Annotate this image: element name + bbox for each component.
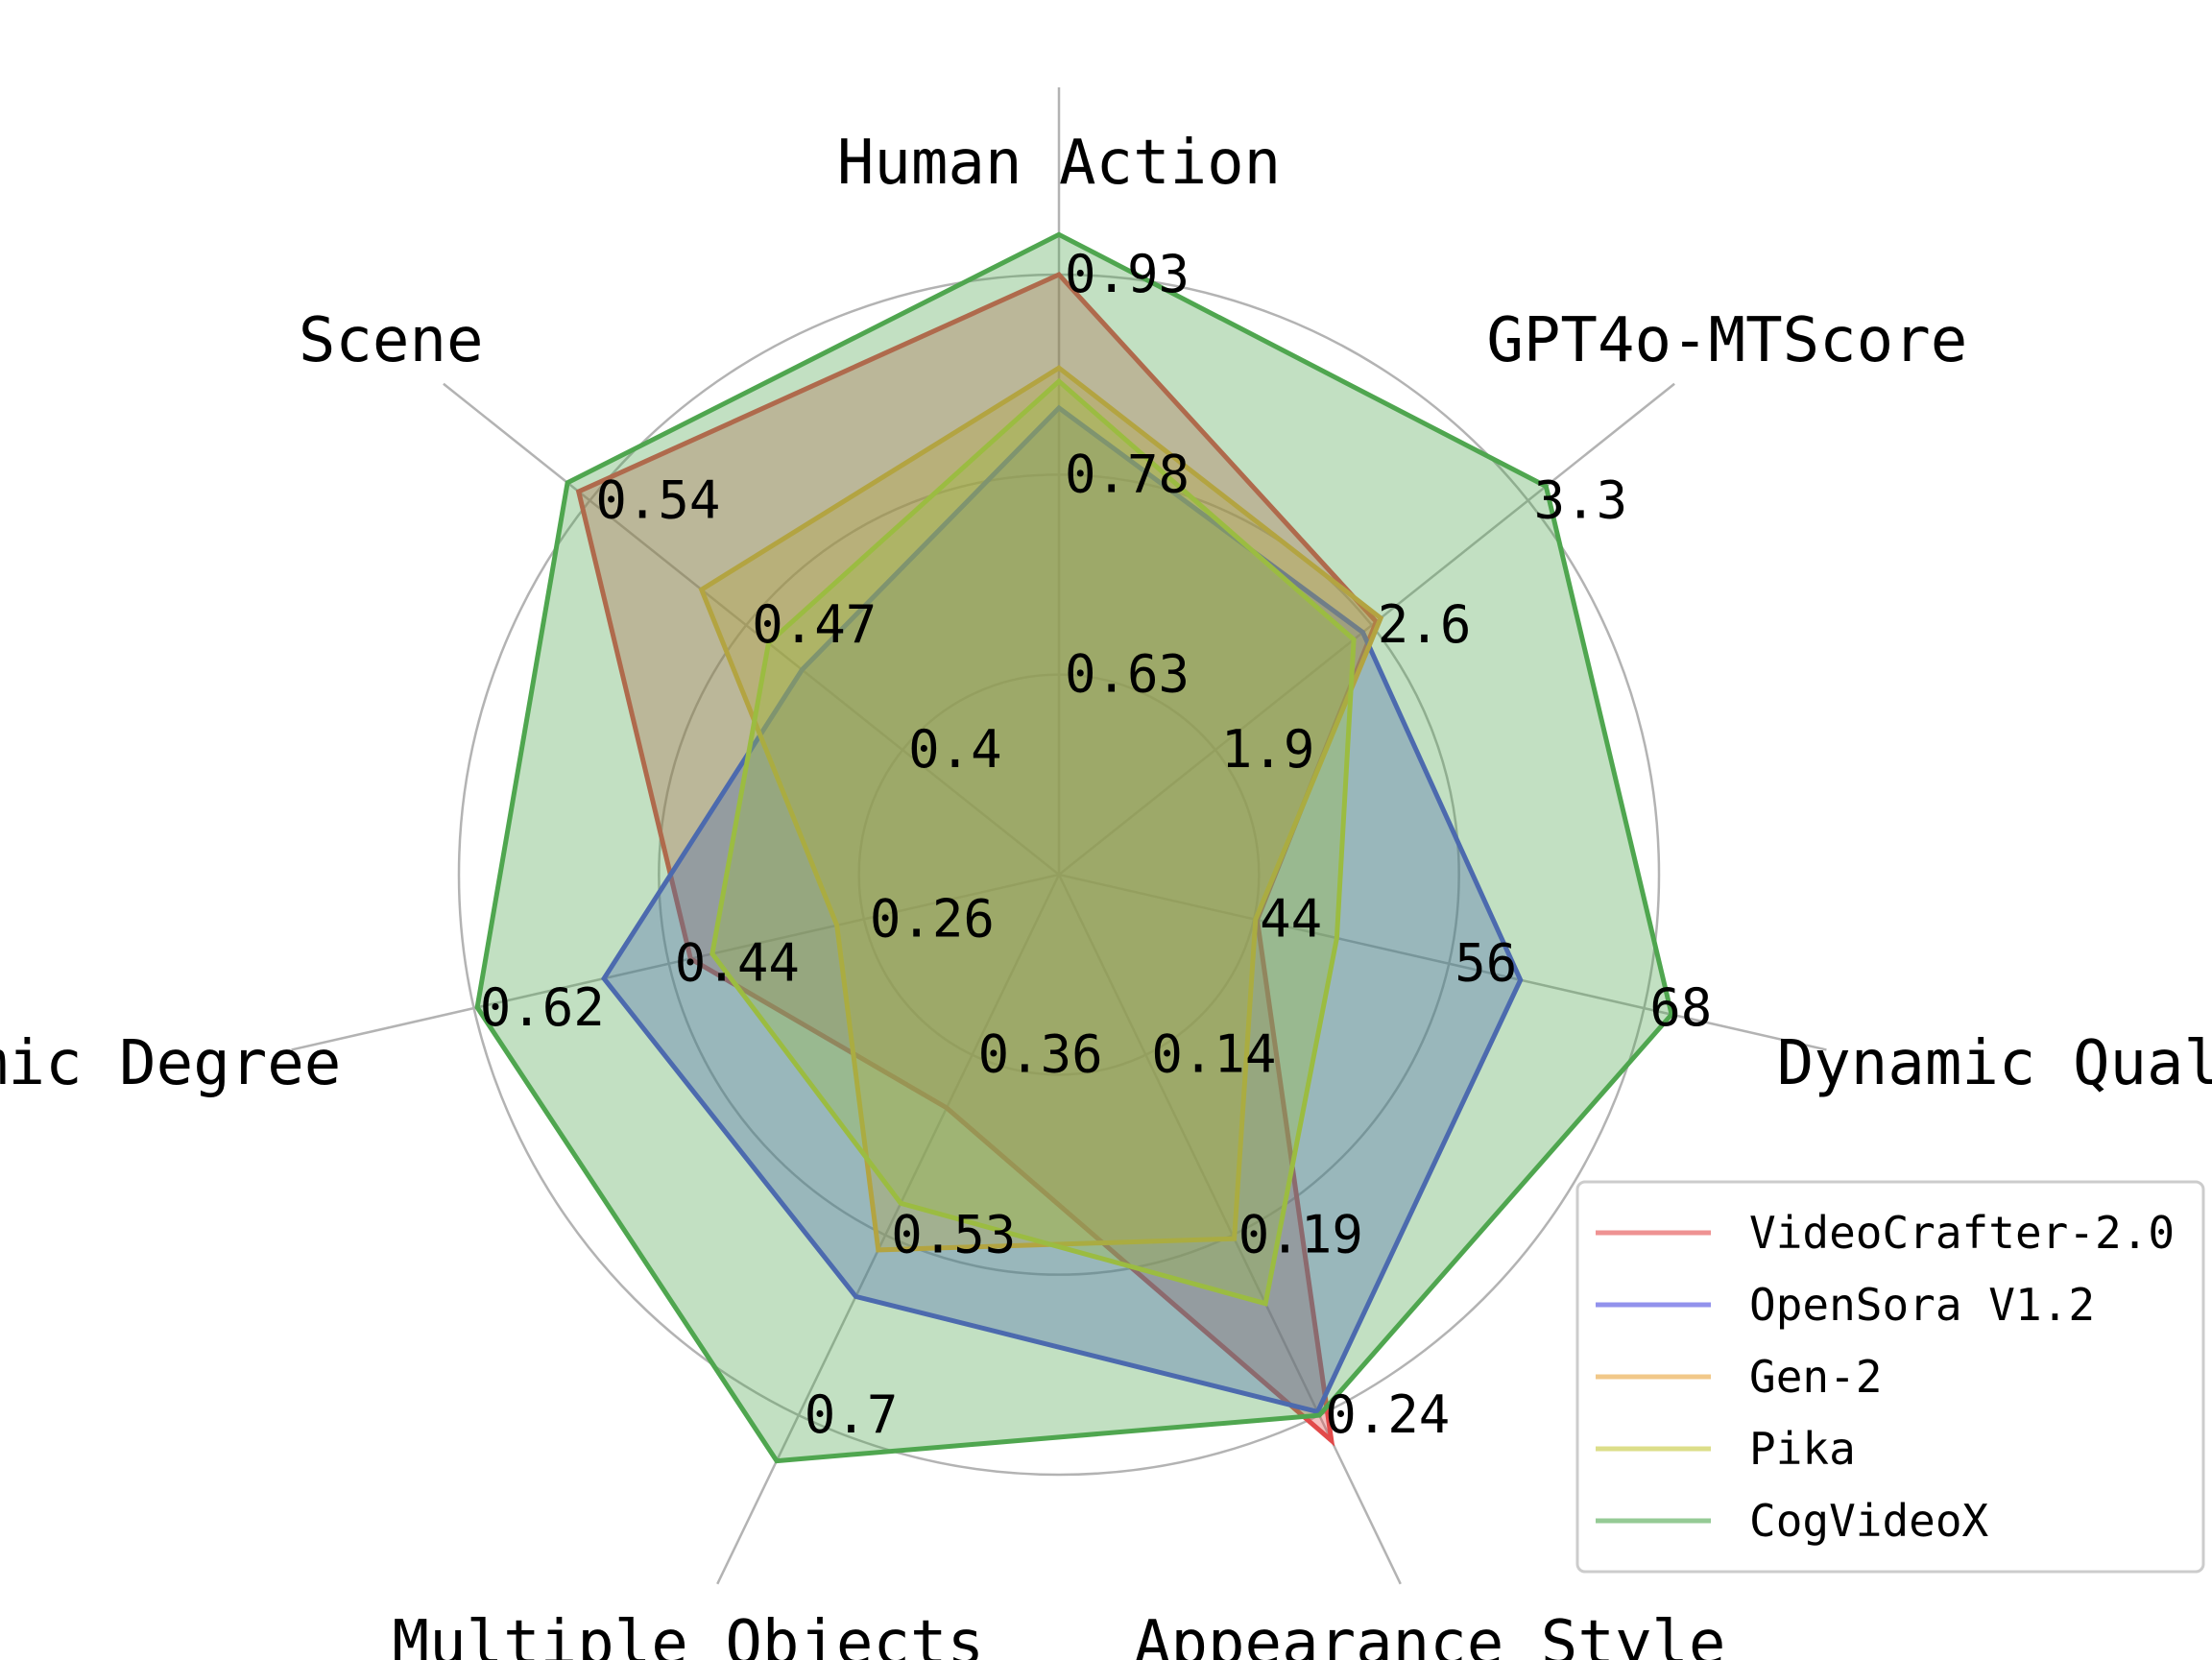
axis-label-dynamic-degree: Dynamic Degree [0, 1028, 341, 1099]
chart-legend: VideoCrafter-2.0 OpenSora V1.2 Gen-2 Pika Co… [1575, 1180, 2205, 1574]
axis-label-scene: Scene [299, 305, 484, 376]
axis-label-gpt4o-mtscore: GPT4o-MTScore [1486, 305, 1967, 376]
tick-label: 0.47 [752, 594, 877, 655]
legend-label-videocrafter-2-0: VideoCrafter-2.0 [1749, 1207, 2175, 1259]
tick-label: 0.4 [908, 719, 1002, 780]
spoke-multiple-objects [716, 874, 1061, 1585]
spoke-dynamic-quality [1058, 873, 1827, 1051]
tick-label: 0.53 [891, 1204, 1016, 1264]
legend-label-cogvideox: CogVideoX [1749, 1495, 1989, 1547]
tick-label: 0.26 [870, 888, 995, 949]
tick-label: 0.78 [1065, 444, 1190, 504]
tick-label: 0.19 [1238, 1204, 1363, 1264]
radar-tick-labels: 0.63 0.78 0.93 1.9 2.6 3.3 44 56 68 0.14 0.19 0.24 0… [480, 244, 1713, 1445]
tick-label: 68 [1649, 977, 1712, 1038]
tick-label: 0.62 [480, 977, 605, 1038]
legend-label-opensora-v1-2: OpenSora V1.2 [1749, 1279, 2095, 1331]
axis-label-multiple-objects: Multiple Objects [393, 1608, 985, 1660]
axis-label-human-action: Human Action [837, 128, 1281, 199]
legend-label-pika: Pika [1749, 1423, 1856, 1475]
tick-label: 0.24 [1325, 1384, 1450, 1445]
legend-label-gen-2: Gen-2 [1749, 1351, 1882, 1403]
tick-label: 1.9 [1221, 719, 1315, 780]
tick-label: 0.63 [1065, 644, 1190, 705]
spoke-scene [443, 382, 1060, 876]
tick-label: 44 [1260, 888, 1322, 949]
tick-label: 0.54 [595, 469, 720, 530]
tick-label: 0.7 [805, 1384, 899, 1445]
tick-label: 56 [1455, 933, 1517, 994]
radar-grid [291, 87, 1827, 1585]
series-pika [709, 377, 1357, 1307]
tick-label: 0.44 [675, 933, 800, 994]
axis-label-appearance-style: Appearance Style [1134, 1608, 1726, 1660]
axis-label-dynamic-quality: Dynamic Quality [1777, 1028, 2212, 1099]
tick-label: 3.3 [1534, 469, 1628, 530]
tick-label: 0.36 [978, 1024, 1103, 1085]
tick-label: 0.93 [1065, 244, 1190, 304]
radar-series [474, 231, 1674, 1464]
radar-axis-labels: Human Action GPT4o-MTScore Dynamic Quality… [0, 128, 2212, 1660]
spoke-gpt4o-mtscore [1058, 382, 1675, 876]
spoke-dynamic-degree [291, 873, 1060, 1051]
series-cogvideox [474, 231, 1674, 1464]
tick-label: 2.6 [1378, 594, 1472, 655]
tick-label: 0.14 [1151, 1024, 1276, 1085]
legend-box [1575, 1180, 2205, 1574]
spoke-appearance-style [1057, 874, 1402, 1585]
